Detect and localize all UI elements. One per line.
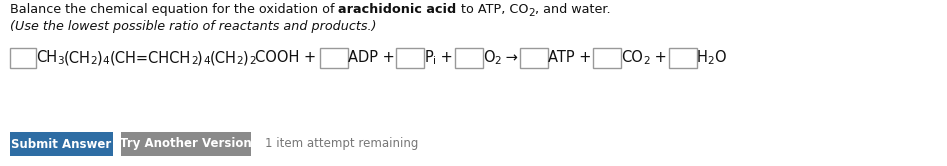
Text: 2: 2 bbox=[528, 8, 535, 18]
FancyBboxPatch shape bbox=[396, 48, 424, 68]
Text: CO: CO bbox=[621, 50, 643, 66]
FancyBboxPatch shape bbox=[520, 48, 548, 68]
Text: (CH: (CH bbox=[63, 50, 91, 66]
Text: to ATP, CO: to ATP, CO bbox=[456, 3, 528, 16]
FancyBboxPatch shape bbox=[669, 48, 696, 68]
Text: P: P bbox=[424, 50, 433, 66]
Text: 2: 2 bbox=[190, 56, 197, 67]
Text: ADP +: ADP + bbox=[348, 50, 394, 66]
Text: 2: 2 bbox=[249, 56, 256, 67]
Text: →: → bbox=[501, 50, 518, 66]
Text: 2: 2 bbox=[707, 56, 714, 67]
Text: 3: 3 bbox=[57, 56, 63, 67]
Text: +: + bbox=[436, 50, 453, 66]
Text: ): ) bbox=[98, 50, 103, 66]
Text: arachidonic acid: arachidonic acid bbox=[338, 3, 456, 16]
FancyBboxPatch shape bbox=[121, 132, 251, 156]
FancyBboxPatch shape bbox=[319, 48, 348, 68]
Text: (Use the lowest possible ratio of reactants and products.): (Use the lowest possible ratio of reacta… bbox=[10, 20, 377, 33]
FancyBboxPatch shape bbox=[593, 48, 621, 68]
Text: +: + bbox=[650, 50, 667, 66]
Text: ): ) bbox=[197, 50, 203, 66]
Text: Balance the chemical equation for the oxidation of: Balance the chemical equation for the ox… bbox=[10, 3, 338, 16]
Text: ): ) bbox=[243, 50, 249, 66]
Text: i: i bbox=[433, 56, 436, 67]
Text: (CH=CHCH: (CH=CHCH bbox=[110, 50, 190, 66]
Text: 4: 4 bbox=[203, 56, 209, 67]
Text: 1 item attempt remaining: 1 item attempt remaining bbox=[265, 137, 419, 151]
Text: O: O bbox=[483, 50, 494, 66]
Text: Submit Answer: Submit Answer bbox=[11, 137, 112, 151]
Text: COOH +: COOH + bbox=[256, 50, 316, 66]
Text: , and water.: , and water. bbox=[535, 3, 611, 16]
FancyBboxPatch shape bbox=[10, 132, 113, 156]
Text: Try Another Version: Try Another Version bbox=[120, 137, 252, 151]
Text: 4: 4 bbox=[103, 56, 110, 67]
FancyBboxPatch shape bbox=[455, 48, 483, 68]
Text: 2: 2 bbox=[643, 56, 650, 67]
Text: H: H bbox=[696, 50, 707, 66]
Text: 2: 2 bbox=[91, 56, 98, 67]
FancyBboxPatch shape bbox=[10, 48, 36, 68]
Text: 2: 2 bbox=[494, 56, 501, 67]
Text: CH: CH bbox=[36, 50, 57, 66]
Text: 2: 2 bbox=[237, 56, 243, 67]
Text: ATP +: ATP + bbox=[548, 50, 591, 66]
Text: (CH: (CH bbox=[209, 50, 237, 66]
Text: O: O bbox=[714, 50, 725, 66]
